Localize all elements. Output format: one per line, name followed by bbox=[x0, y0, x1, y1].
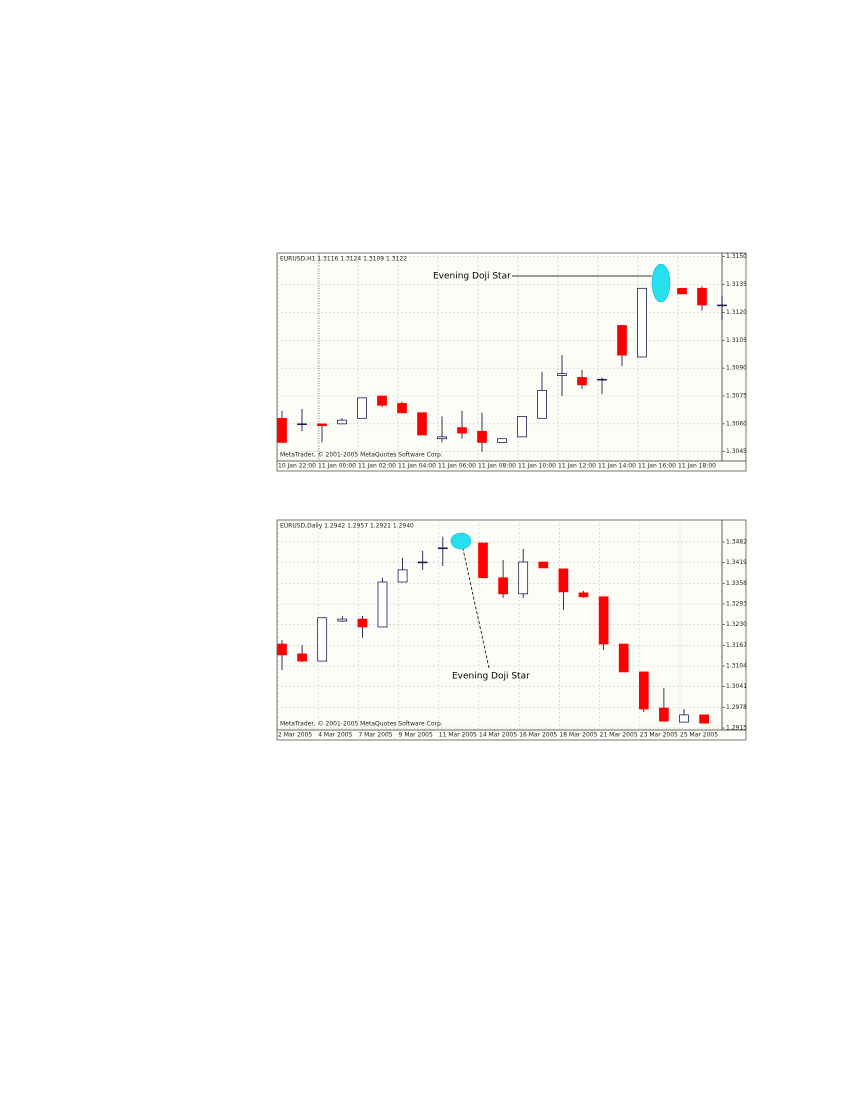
y-tick-label: 1.3104 bbox=[726, 663, 747, 670]
x-tick-label: 11 Jan 06:00 bbox=[438, 463, 476, 470]
x-tick-label: 11 Jan 12:00 bbox=[558, 463, 596, 470]
candle-body bbox=[517, 416, 527, 438]
y-tick-label: 1.3135 bbox=[726, 281, 747, 288]
y-tick-label: 1.3045 bbox=[726, 448, 747, 455]
watermark: MetaTrader, © 2001-2005 MetaQuotes Softw… bbox=[280, 721, 443, 728]
x-tick-label: 16 Mar 2005 bbox=[519, 732, 557, 739]
candle-body bbox=[297, 653, 307, 662]
y-tick-label: 1.3167 bbox=[726, 642, 747, 649]
chart-title: EURUSD,H1 1.3116 1.3124 1.3109 1.3122 bbox=[280, 256, 407, 263]
candle-body bbox=[337, 618, 348, 622]
y-tick-label: 1.3105 bbox=[726, 337, 747, 344]
y-tick-label: 1.3419 bbox=[726, 559, 747, 566]
candle-body bbox=[437, 547, 448, 550]
candle-body bbox=[457, 427, 467, 434]
candle-body bbox=[558, 568, 569, 593]
candle-body bbox=[417, 561, 428, 564]
y-tick-label: 1.3120 bbox=[726, 309, 747, 316]
candle-body bbox=[617, 325, 627, 356]
candle-body bbox=[557, 373, 567, 376]
y-tick-label: 1.3482 bbox=[726, 538, 747, 545]
candle-body bbox=[277, 417, 287, 443]
plot-background bbox=[276, 519, 747, 741]
x-tick-label: 18 Mar 2005 bbox=[559, 732, 597, 739]
candle-body bbox=[677, 287, 687, 295]
x-tick-label: 14 Mar 2005 bbox=[479, 732, 517, 739]
candle-body bbox=[397, 569, 408, 583]
candle-body bbox=[317, 423, 327, 427]
x-tick-label: 11 Mar 2005 bbox=[439, 732, 477, 739]
y-tick-label: 1.3041 bbox=[726, 683, 747, 690]
chart: 1.2915 1.2978 1.3041 1.3104 1.3167 1.3230 1.32… bbox=[276, 519, 747, 741]
candle-body bbox=[699, 714, 709, 724]
candle-body bbox=[478, 542, 488, 579]
plot-background bbox=[276, 252, 747, 472]
y-tick-label: 1.3090 bbox=[726, 365, 747, 372]
watermark: MetaTrader, © 2001-2005 MetaQuotes Softw… bbox=[280, 452, 443, 459]
x-tick-label: 11 Jan 08:00 bbox=[478, 463, 516, 470]
candle-body bbox=[577, 377, 587, 386]
x-tick-label: 11 Jan 16:00 bbox=[638, 463, 676, 470]
highlight bbox=[651, 263, 671, 303]
x-tick-label: 11 Jan 00:00 bbox=[318, 463, 356, 470]
x-tick-label: 9 Mar 2005 bbox=[399, 732, 433, 739]
candle-body bbox=[337, 419, 347, 425]
candle-body bbox=[537, 390, 547, 419]
candle-body bbox=[637, 287, 647, 358]
x-tick-label: 21 Mar 2005 bbox=[600, 732, 638, 739]
y-tick-label: 1.2915 bbox=[726, 725, 747, 732]
candle-body bbox=[377, 581, 388, 628]
y-tick-label: 1.3075 bbox=[726, 393, 747, 400]
candle-body bbox=[659, 707, 669, 722]
y-tick-label: 1.3060 bbox=[726, 420, 747, 427]
candle-body bbox=[679, 714, 689, 723]
y-tick-label: 1.3293 bbox=[726, 601, 747, 608]
candle-body bbox=[317, 617, 328, 662]
candle-body bbox=[437, 436, 447, 440]
candle-body bbox=[597, 378, 607, 381]
candle-body bbox=[578, 592, 589, 598]
candle-body bbox=[638, 671, 649, 710]
x-tick-label: 11 Jan 10:00 bbox=[518, 463, 556, 470]
x-tick-label: 2 Mar 2005 bbox=[278, 732, 312, 739]
candle-body bbox=[697, 287, 707, 306]
candle-body bbox=[717, 304, 727, 307]
candle-body bbox=[518, 561, 529, 595]
candle-body bbox=[498, 577, 508, 595]
x-tick-label: 11 Jan 04:00 bbox=[398, 463, 436, 470]
annotation: Evening Doji Star bbox=[452, 672, 530, 682]
candle-body bbox=[397, 403, 407, 414]
candle-body bbox=[417, 412, 427, 436]
candle-body bbox=[497, 438, 507, 443]
candle-body bbox=[377, 395, 387, 406]
x-tick-label: 23 Mar 2005 bbox=[640, 732, 678, 739]
x-tick-label: 11 Jan 02:00 bbox=[358, 463, 396, 470]
x-tick-label: 10 Jan 22:00 bbox=[278, 463, 316, 470]
candle-body bbox=[477, 430, 487, 443]
candle-body bbox=[357, 618, 368, 628]
x-tick-label: 25 Mar 2005 bbox=[680, 732, 718, 739]
x-tick-label: 11 Jan 18:00 bbox=[678, 463, 716, 470]
y-tick-label: 1.2978 bbox=[726, 704, 747, 711]
y-tick-label: 1.3150 bbox=[726, 253, 747, 260]
chart-title: EURUSD,Daily 1.2942 1.2957 1.2921 1.2940 bbox=[280, 523, 414, 530]
y-tick-label: 1.3356 bbox=[726, 580, 747, 587]
candle-body bbox=[297, 423, 307, 426]
candle-body bbox=[277, 643, 287, 656]
x-tick-label: 11 Jan 14:00 bbox=[598, 463, 636, 470]
annotation: Evening Doji Star bbox=[433, 272, 511, 282]
candle-body bbox=[598, 596, 609, 645]
highlight bbox=[450, 532, 472, 550]
x-tick-label: 7 Mar 2005 bbox=[358, 732, 392, 739]
candle-body bbox=[538, 561, 549, 569]
candle-body bbox=[618, 643, 629, 673]
x-tick-label: 4 Mar 2005 bbox=[318, 732, 352, 739]
candle-body bbox=[357, 397, 367, 419]
chart: 1.3045 1.3060 1.3075 1.3090 1.3105 1.3120 1.31… bbox=[276, 252, 747, 472]
y-tick-label: 1.3230 bbox=[726, 621, 747, 628]
annotation-line bbox=[462, 548, 490, 669]
